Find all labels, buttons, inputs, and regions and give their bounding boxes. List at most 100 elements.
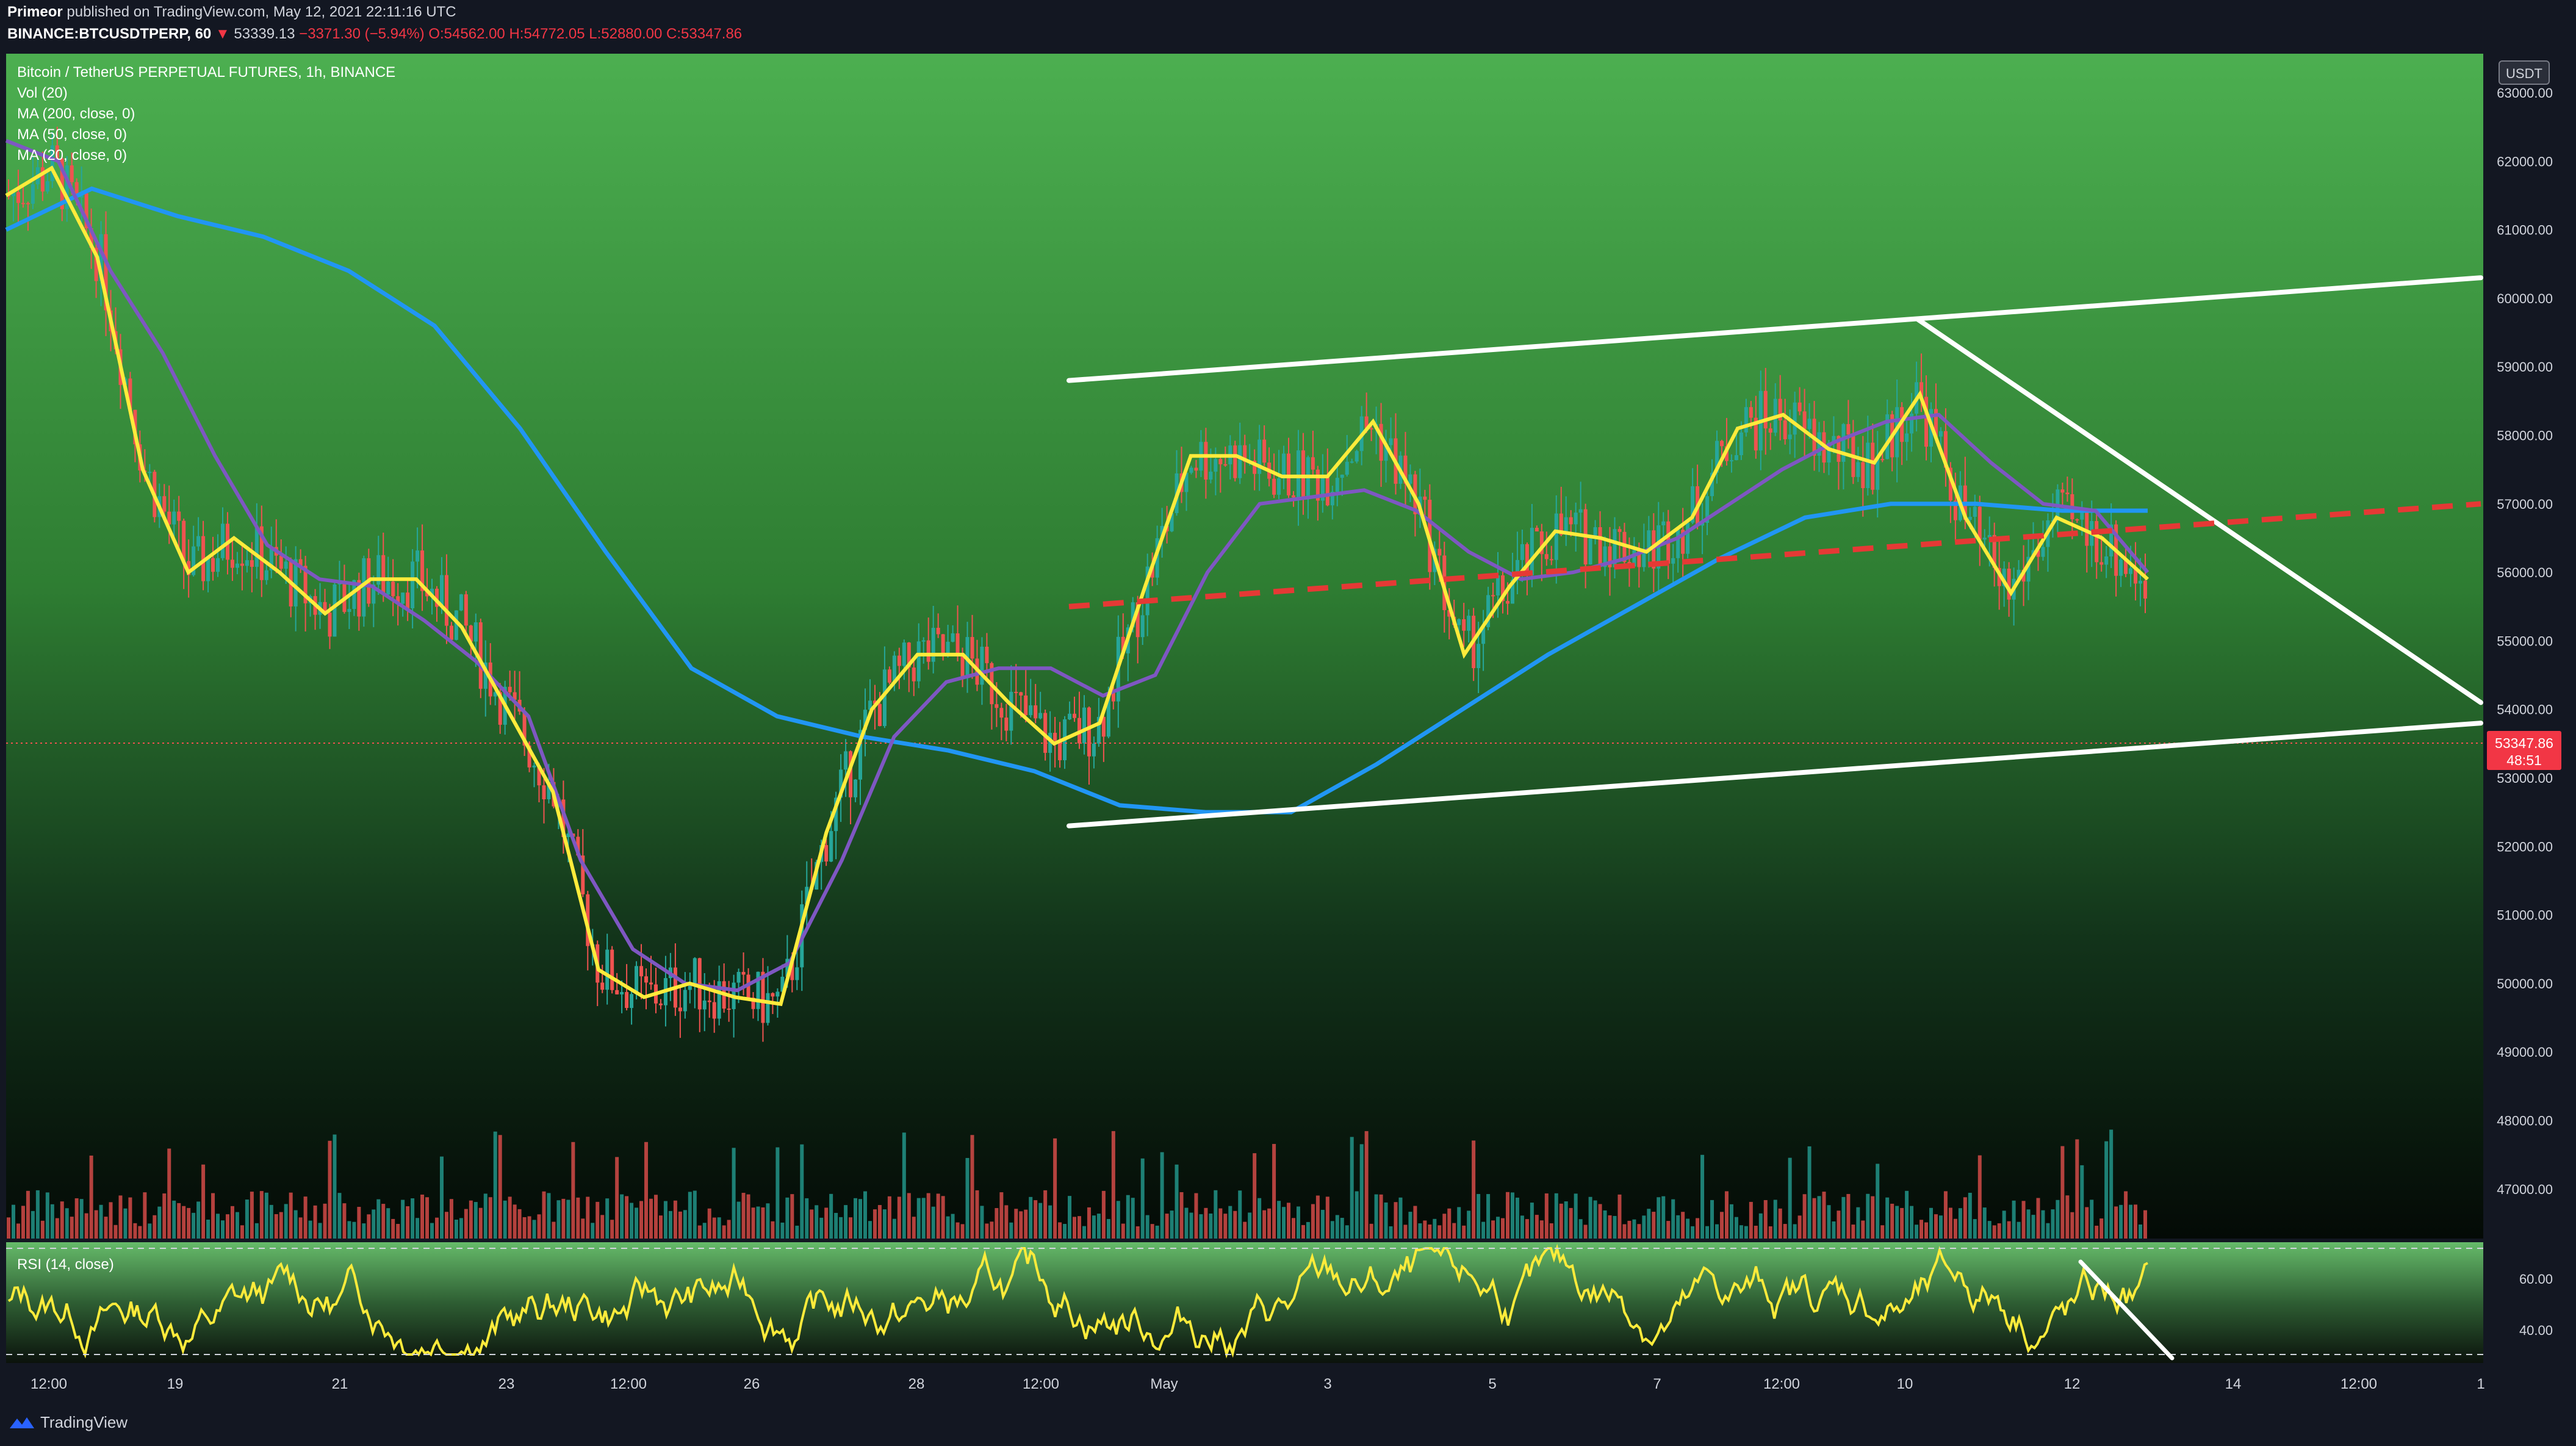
volume-bar xyxy=(1355,1191,1359,1239)
candle-body xyxy=(2109,524,2114,557)
volume-bar xyxy=(420,1194,425,1239)
candle-body xyxy=(1330,491,1334,506)
candle-body xyxy=(444,575,448,626)
candle-body xyxy=(863,710,867,730)
candle-body xyxy=(1982,538,1987,540)
volume-bar xyxy=(2095,1225,2099,1239)
volume-bar xyxy=(1019,1211,1023,1239)
legend-vol: Vol (20) xyxy=(17,85,68,101)
rsi-trendline[interactable] xyxy=(2078,1259,2175,1361)
volume-bar xyxy=(1564,1201,1568,1239)
descending-trendline[interactable] xyxy=(1915,316,2483,705)
volume-bar xyxy=(1510,1192,1514,1239)
volume-bar xyxy=(21,1206,25,1239)
currency-badge[interactable]: USDT xyxy=(2499,60,2550,85)
main-pane[interactable] xyxy=(6,54,2483,1239)
volume-bar xyxy=(1915,1225,1919,1239)
volume-bar xyxy=(1101,1190,1106,1239)
volume-bar xyxy=(1287,1203,1291,1239)
volume-bar xyxy=(1617,1194,1622,1239)
candle-body xyxy=(201,536,206,581)
volume-bar xyxy=(1428,1224,1432,1239)
volume-bar xyxy=(1457,1207,1461,1239)
candle-body xyxy=(1710,472,1714,497)
candle-body xyxy=(1739,432,1743,456)
candle-body xyxy=(1968,517,1972,520)
volume-bar xyxy=(576,1197,580,1239)
candle-body xyxy=(1729,460,1733,462)
channel-top-trendline[interactable] xyxy=(1067,275,2483,383)
volume-bar xyxy=(1724,1191,1729,1239)
volume-bar xyxy=(16,1223,20,1239)
candle-body xyxy=(600,982,605,990)
volume-bar xyxy=(488,1197,492,1239)
candle-body xyxy=(1155,538,1159,578)
candle-body xyxy=(1866,442,1870,489)
candle-body xyxy=(844,751,848,770)
candle-body xyxy=(2095,521,2099,563)
channel-midline[interactable] xyxy=(1068,501,2481,610)
candle-body xyxy=(1034,705,1038,719)
candle-body xyxy=(362,558,366,617)
candle-body xyxy=(1987,534,1991,538)
volume-bar xyxy=(1992,1225,1996,1239)
volume-bar xyxy=(508,1196,512,1239)
candle-body xyxy=(1092,743,1096,757)
volume-bar xyxy=(1637,1224,1641,1239)
volume-bar xyxy=(678,1211,682,1239)
volume-bar xyxy=(527,1216,531,1239)
candle-body xyxy=(259,526,264,580)
volume-bar xyxy=(1053,1138,1057,1239)
volume-bar xyxy=(1243,1221,1247,1239)
volume-bar xyxy=(1953,1218,1957,1239)
volume-bar xyxy=(1340,1218,1344,1239)
volume-bar xyxy=(1034,1200,1038,1239)
candle-body xyxy=(1135,602,1140,638)
candle-body xyxy=(1910,413,1914,434)
tradingview-brand[interactable]: TradingView xyxy=(9,1413,128,1432)
candle-body xyxy=(298,559,303,566)
candle-body xyxy=(877,703,882,726)
volume-bar xyxy=(1145,1215,1149,1239)
candle-body xyxy=(1038,713,1043,719)
candle-body xyxy=(1846,424,1851,435)
price-axis[interactable] xyxy=(2483,54,2576,1363)
volume-bar xyxy=(926,1193,930,1239)
volume-bar xyxy=(1398,1197,1403,1239)
price-tick: 48000.00 xyxy=(2497,1113,2553,1129)
currency-label: USDT xyxy=(2506,66,2542,81)
volume-bar xyxy=(668,1210,672,1239)
candle-body xyxy=(2041,547,2045,557)
candle-body xyxy=(1515,559,1519,580)
candle-body xyxy=(1140,615,1145,638)
volume-bar xyxy=(230,1206,234,1239)
volume-bar xyxy=(172,1200,176,1239)
candle-body xyxy=(741,972,746,975)
volume-bar xyxy=(717,1217,721,1239)
volume-bar xyxy=(1583,1225,1588,1239)
legend-ma200: MA (200, close, 0) xyxy=(17,106,135,122)
channel-bottom-trendline[interactable] xyxy=(1067,721,2483,829)
volume-bar xyxy=(1126,1195,1130,1239)
price-axis-labels: 63000.00 62000.00 61000.00 60000.00 59000.00… xyxy=(2497,85,2553,1197)
volume-bar xyxy=(1520,1215,1524,1239)
candle-body xyxy=(790,959,794,980)
rsi-pane[interactable] xyxy=(6,1242,2483,1363)
candle-body xyxy=(1019,692,1023,696)
candle-body xyxy=(1320,477,1325,501)
candle-body xyxy=(50,145,54,181)
volume-bar xyxy=(697,1225,702,1239)
volume-bar xyxy=(1472,1140,1476,1239)
volume-bar xyxy=(1666,1221,1671,1239)
time-axis[interactable] xyxy=(0,1363,2576,1406)
candle-body xyxy=(1788,434,1792,439)
candle-body xyxy=(192,546,196,575)
volume-bar xyxy=(819,1217,824,1239)
candle-body xyxy=(1287,453,1291,495)
volume-bar xyxy=(635,1207,639,1239)
volume-bar xyxy=(815,1205,819,1239)
candle-body xyxy=(824,845,829,862)
rsi-line xyxy=(7,1243,2148,1359)
volume-bar xyxy=(1910,1206,1914,1239)
